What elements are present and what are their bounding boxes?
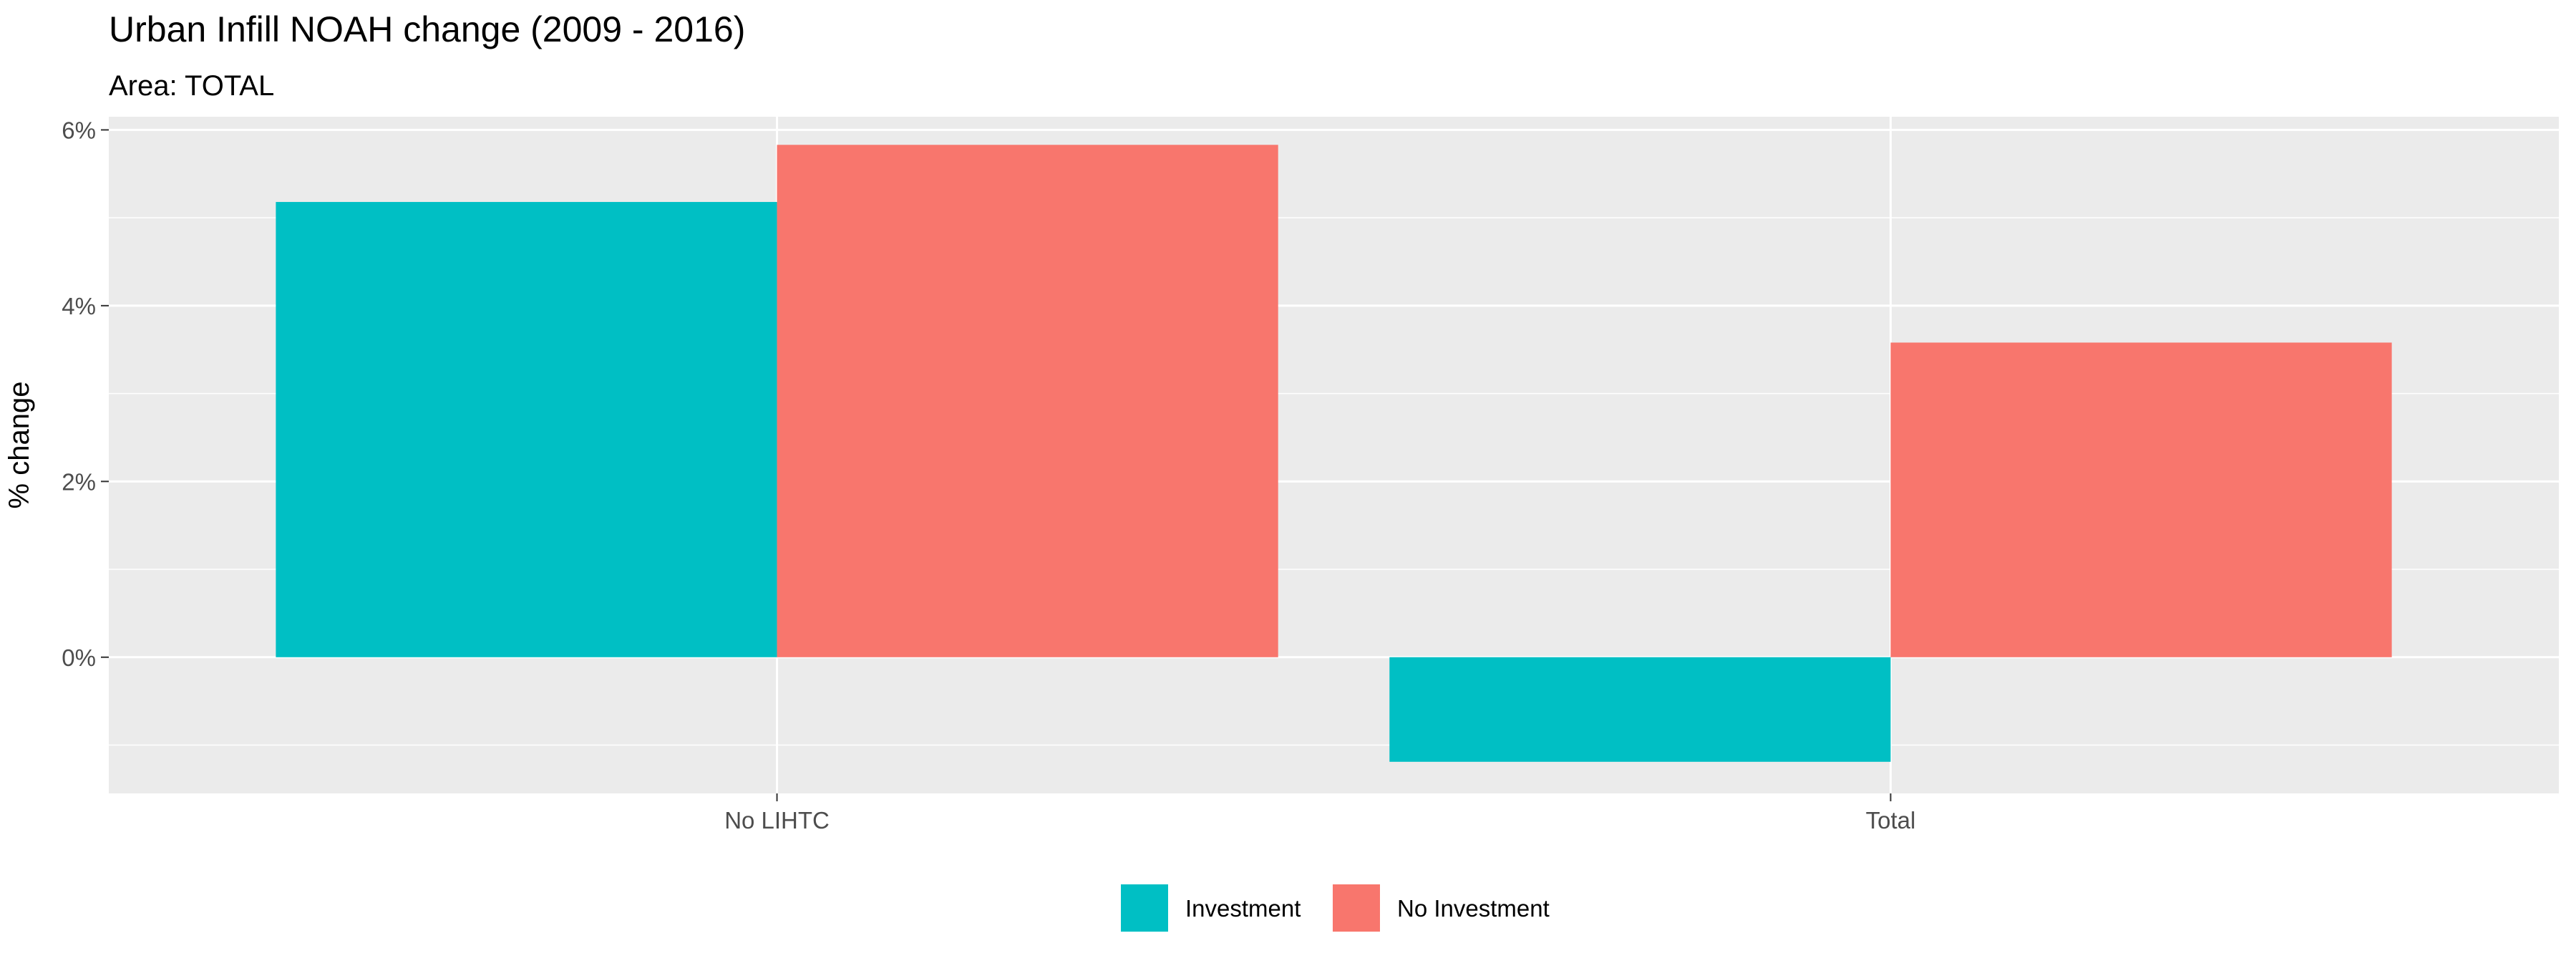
y-tick-label: 0% (62, 644, 96, 671)
y-axis-ticks: 0% 2% 4% 6% (62, 117, 109, 671)
y-tick-label: 4% (62, 293, 96, 319)
bar (276, 202, 777, 657)
legend: Investment No Investment (1121, 884, 1550, 932)
chart-title: Urban Infill NOAH change (2009 - 2016) (109, 9, 745, 49)
x-tick-label: Total (1866, 807, 1916, 834)
legend-key (1121, 884, 1168, 932)
legend-label: No Investment (1397, 895, 1550, 922)
y-axis-label: % change (4, 382, 35, 509)
legend-label: Investment (1185, 895, 1301, 922)
bar (1890, 342, 2392, 657)
y-tick-label: 2% (62, 468, 96, 495)
x-tick-label: No LIHTC (724, 807, 830, 834)
legend-key (1333, 884, 1380, 932)
x-axis-ticks: No LIHTC Total (724, 793, 1915, 834)
chart-subtitle: Area: TOTAL (109, 70, 274, 102)
bar (1389, 657, 1891, 762)
bars (276, 145, 2392, 762)
bar (777, 145, 1278, 657)
y-tick-label: 6% (62, 117, 96, 143)
